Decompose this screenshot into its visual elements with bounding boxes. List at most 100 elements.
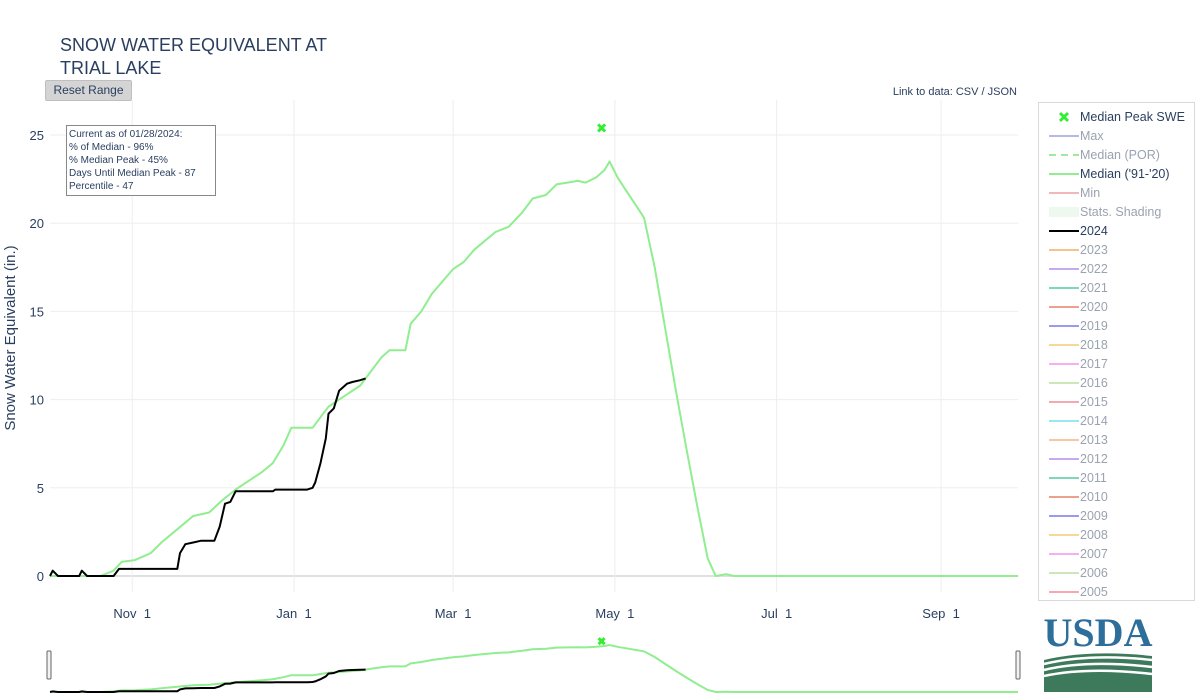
legend-swatch (1049, 362, 1079, 365)
legend-swatch (1049, 191, 1079, 194)
legend-item[interactable]: 2017 (1039, 354, 1194, 373)
range-slider[interactable] (46, 637, 1021, 694)
range-slider-marker[interactable] (597, 637, 606, 646)
legend-swatch (1049, 248, 1079, 251)
legend-item[interactable]: 2007 (1039, 544, 1194, 563)
legend-swatch (1058, 111, 1070, 122)
legend-item[interactable]: 2005 (1039, 582, 1194, 601)
legend-swatch (1049, 495, 1079, 498)
legend-swatch (1049, 457, 1079, 460)
x-tick-label: Sep 1 (922, 606, 960, 621)
legend-label: 2006 (1080, 565, 1108, 580)
y-axis-ticks: 0 5 10 15 20 25 (30, 128, 44, 584)
legend-label: Median (POR) (1080, 147, 1160, 162)
legend-item[interactable]: 2022 (1039, 259, 1194, 278)
legend-label: 2016 (1080, 375, 1108, 390)
legend-item[interactable]: 2019 (1039, 316, 1194, 335)
legend-item[interactable]: 2011 (1039, 468, 1194, 487)
current-stats-box: Current as of 01/28/2024: % of Median - 9… (66, 125, 216, 196)
legend-swatch (1049, 134, 1079, 137)
y-tick-label: 10 (30, 393, 44, 408)
legend-swatch (1049, 343, 1079, 346)
median-peak-swe-marker[interactable] (597, 123, 607, 133)
usda-logo: USDA (1044, 612, 1153, 692)
legend-label: 2020 (1080, 299, 1108, 314)
legend-swatch (1049, 552, 1079, 555)
x-tick-label: Jan 1 (276, 606, 311, 621)
legend-label: 2017 (1080, 356, 1108, 371)
legend-swatch (1049, 305, 1079, 308)
legend-item[interactable]: Median Peak SWE (1039, 107, 1194, 126)
legend-item[interactable]: 2018 (1039, 335, 1194, 354)
legend-item[interactable]: 2009 (1039, 506, 1194, 525)
legend-item[interactable]: Max (1039, 126, 1194, 145)
y-tick-label: 0 (37, 569, 44, 584)
legend-label: 2012 (1080, 451, 1108, 466)
legend-label: 2021 (1080, 280, 1108, 295)
y-tick-label: 15 (30, 304, 44, 319)
legend-label: Stats. Shading (1080, 204, 1162, 219)
stats-line: Current as of 01/28/2024: (69, 129, 183, 140)
series-line-median-91-20-[interactable] (50, 160, 1018, 577)
legend-item[interactable]: 2013 (1039, 430, 1194, 449)
legend-label: 2007 (1080, 546, 1108, 561)
legend-label: 2011 (1080, 470, 1107, 485)
legend-label: 2018 (1080, 337, 1108, 352)
legend-item[interactable]: 2012 (1039, 449, 1194, 468)
legend-item[interactable]: 2008 (1039, 525, 1194, 544)
series-line-2024[interactable] (49, 377, 366, 577)
gridlines (50, 100, 1018, 592)
legend-item[interactable]: 2015 (1039, 392, 1194, 411)
legend-item[interactable]: Min (1039, 183, 1194, 202)
y-tick-label: 20 (30, 216, 44, 231)
x-tick-label: Nov 1 (113, 606, 151, 621)
legend-swatch (1049, 324, 1079, 327)
range-slider-handle-left[interactable] (46, 650, 52, 680)
legend-label: Min (1080, 185, 1101, 200)
legend-swatch (1049, 533, 1079, 536)
usda-logo-text: USDA (1044, 612, 1153, 655)
reset-range-button[interactable]: Reset Range (45, 80, 132, 101)
x-tick-label: Mar 1 (435, 606, 472, 621)
stats-line: Days Until Median Peak - 87 (69, 168, 196, 179)
legend-label: 2014 (1080, 413, 1108, 428)
legend-item[interactable]: 2016 (1039, 373, 1194, 392)
legend-swatch (1049, 206, 1079, 217)
x-axis-ticks: Nov 1 Jan 1 Mar 1 May 1 Jul 1 Sep 1 (113, 606, 959, 621)
legend-swatch (1049, 267, 1079, 270)
legend-label: 2009 (1080, 508, 1108, 523)
legend-item[interactable]: 2023 (1039, 240, 1194, 259)
chart-markers[interactable] (597, 123, 607, 133)
chart-title-line2: TRIAL LAKE (60, 58, 162, 78)
legend-swatch (1049, 172, 1079, 175)
legend-label: 2023 (1080, 242, 1108, 257)
legend-swatch (1049, 400, 1079, 403)
y-tick-label: 25 (30, 128, 44, 143)
y-axis-label: Snow Water Equivalent (in.) (2, 245, 19, 430)
legend-swatch (1049, 419, 1079, 422)
legend-label: Median ('91-'20) (1080, 166, 1170, 181)
legend-item[interactable]: 2006 (1039, 563, 1194, 582)
legend-item[interactable]: 2020 (1039, 297, 1194, 316)
range-slider-handle-right[interactable] (1015, 650, 1021, 680)
chart-title-line1: SNOW WATER EQUIVALENT AT (60, 35, 328, 55)
range-slider-series (50, 643, 1018, 694)
legend-label: 2022 (1080, 261, 1108, 276)
legend-item[interactable]: Stats. Shading (1039, 202, 1194, 221)
legend-swatch (1049, 381, 1079, 384)
legend[interactable]: Median Peak SWE Max Median (POR) Median ('9… (1038, 102, 1195, 601)
legend-item[interactable]: Median ('91-'20) (1039, 164, 1194, 183)
legend-swatch (1049, 590, 1079, 593)
legend-item[interactable]: 2021 (1039, 278, 1194, 297)
legend-item[interactable]: 2024 (1039, 221, 1194, 240)
legend-item[interactable]: Median (POR) (1039, 145, 1194, 164)
legend-item[interactable]: 2010 (1039, 487, 1194, 506)
legend-label: 2024 (1080, 223, 1108, 238)
chart-title: SNOW WATER EQUIVALENT AT TRIAL LAKE (60, 34, 360, 80)
range-slider-series (49, 668, 366, 693)
legend-swatch (1049, 438, 1079, 441)
data-link[interactable]: Link to data: CSV / JSON (892, 86, 1017, 98)
stats-line: % Median Peak - 45% (69, 155, 168, 166)
legend-item[interactable]: 2014 (1039, 411, 1194, 430)
chart-series[interactable] (49, 160, 1018, 577)
